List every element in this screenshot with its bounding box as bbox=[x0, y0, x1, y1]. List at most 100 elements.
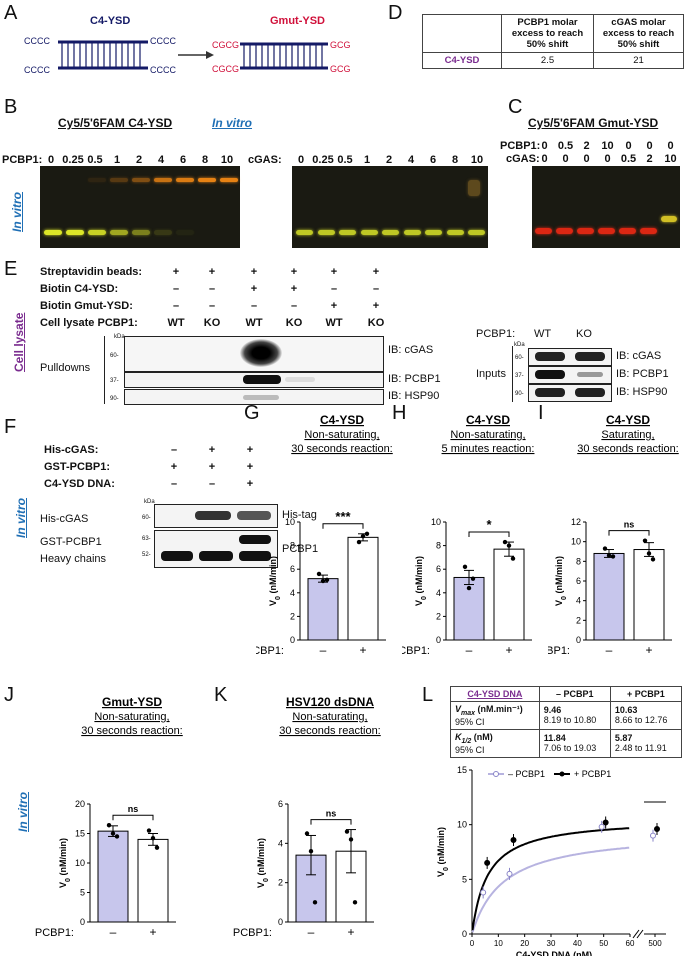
lane-label: 1 bbox=[113, 154, 121, 166]
condition-value: + bbox=[250, 283, 258, 295]
table-col-cgas: cGAS molar excess to reach 50% shift bbox=[593, 14, 684, 53]
lane-label: 6 bbox=[429, 154, 437, 166]
chart-subtitle-2: 30 seconds reaction: bbox=[81, 725, 183, 737]
data-point bbox=[650, 557, 656, 562]
panel-label-f: F bbox=[4, 416, 17, 438]
fit-curve-plus bbox=[471, 827, 630, 931]
l-k-unit: (nM) bbox=[471, 731, 493, 742]
y-tick-label: 8 bbox=[290, 541, 295, 551]
chart-subtitle-1: Non-saturating, bbox=[304, 429, 379, 441]
y-axis-label: V0 (nM/min) bbox=[554, 556, 568, 606]
condition-value: + bbox=[330, 266, 338, 278]
condition-label: GST-PCBP1: bbox=[44, 461, 111, 473]
emsa-gel-cgas bbox=[292, 166, 488, 248]
lane-label: 4 bbox=[407, 154, 415, 166]
data-point bbox=[480, 889, 487, 896]
x-axis-label: C4-YSD DNA (nM) bbox=[516, 950, 592, 956]
panel-b-pcbp1-label: PCBP1: bbox=[2, 154, 43, 166]
data-point bbox=[646, 551, 652, 556]
legend-plus: + PCBP1 bbox=[574, 769, 611, 779]
f-label-heavy-chains: Heavy chains bbox=[40, 553, 107, 565]
ib-cgas: IB: cGAS bbox=[388, 344, 434, 356]
data-point bbox=[506, 870, 513, 877]
condition-value: – bbox=[330, 283, 338, 295]
lane-label: 6 bbox=[179, 154, 187, 166]
y-axis-label: V0 (nM/min) bbox=[436, 827, 450, 877]
legend-marker-minus bbox=[493, 771, 499, 777]
lane-label: 0 bbox=[646, 140, 653, 152]
data-point bbox=[484, 859, 491, 866]
chart-subtitle-1: Non-saturating, bbox=[94, 711, 169, 723]
l-vmax-minus-ci: 8.19 to 10.80 bbox=[543, 715, 597, 726]
data-point bbox=[654, 826, 660, 833]
duplex-schematic: C4-YSD CCCC CCCC CCCC CCCC Gmut-YSD CGCG… bbox=[24, 15, 350, 75]
condition-value: – bbox=[372, 283, 380, 295]
condition-label: Biotin C4-YSD: bbox=[40, 283, 119, 295]
x-tick-label: + bbox=[347, 925, 354, 939]
gmut-end-tl: CGCG bbox=[212, 40, 239, 50]
y-tick-label: 5 bbox=[80, 888, 85, 898]
data-point bbox=[308, 849, 314, 854]
chart-subtitle-1: Non-saturating, bbox=[450, 429, 525, 441]
chart-title: C4-YSD bbox=[320, 413, 364, 427]
fit-curve-minus bbox=[471, 846, 630, 933]
significance-bracket bbox=[112, 814, 154, 821]
significance-bracket bbox=[310, 819, 352, 825]
condition-value: + bbox=[246, 478, 254, 490]
panel-b-side-label: In vitro bbox=[10, 191, 24, 232]
panel-b-cgas-label: cGAS: bbox=[248, 154, 282, 166]
inputs-kda: kDa bbox=[514, 342, 525, 348]
panel-label-b: B bbox=[4, 96, 18, 118]
shifted-band bbox=[661, 216, 677, 222]
c4-end-bl: CCCC bbox=[24, 65, 50, 75]
lane-label: 0.5 bbox=[620, 153, 637, 165]
f-kda: kDa bbox=[144, 499, 155, 505]
shifted-band bbox=[88, 178, 106, 182]
x-tick-label: 50 bbox=[599, 939, 608, 948]
c4-label: C4-YSD bbox=[90, 15, 130, 27]
f-blot-his bbox=[154, 504, 278, 528]
shifted-band bbox=[110, 178, 128, 182]
condition-label: Biotin Gmut-YSD: bbox=[40, 300, 133, 312]
l-k-sub: 1/2 bbox=[461, 737, 472, 745]
f-ib-his: His-tag bbox=[282, 509, 317, 521]
y-tick-label: 12 bbox=[571, 517, 581, 527]
lane-label: 0 bbox=[604, 153, 611, 165]
free-probe-band bbox=[577, 228, 594, 234]
chart-subtitle-2: 30 seconds reaction: bbox=[577, 443, 679, 455]
lane-label: 0.25 bbox=[62, 154, 84, 166]
y-tick-label: 2 bbox=[576, 615, 581, 625]
x-tick-label: – bbox=[320, 643, 327, 657]
lane-label: 0 bbox=[541, 140, 548, 152]
c4-duplex bbox=[58, 40, 148, 70]
condition-value: + bbox=[372, 266, 380, 278]
condition-value: + bbox=[290, 283, 298, 295]
x-tick-label: + bbox=[359, 643, 366, 657]
input-ib-pcbp1: IB: PCBP1 bbox=[616, 368, 669, 380]
condition-value: + bbox=[330, 300, 338, 312]
condition-label: His-cGAS: bbox=[44, 444, 99, 456]
condition-value: + bbox=[208, 266, 216, 278]
free-probe-band bbox=[640, 228, 657, 234]
bar bbox=[97, 830, 129, 923]
lane-label: 0 bbox=[583, 153, 590, 165]
free-probe-band bbox=[339, 230, 356, 235]
y-tick-label: 6 bbox=[278, 799, 283, 809]
significance-label: *** bbox=[335, 509, 351, 524]
data-point bbox=[602, 819, 609, 826]
y-tick-label: 2 bbox=[290, 611, 295, 621]
kinetics-table: C4-YSD DNA – PCBP1 + PCBP1 Vmax (nM.min⁻… bbox=[450, 686, 683, 758]
condition-value: – bbox=[208, 300, 216, 312]
c4-end-tl: CCCC bbox=[24, 36, 50, 46]
condition-value: – bbox=[170, 444, 178, 456]
data-point bbox=[510, 836, 517, 843]
shifted-band bbox=[198, 178, 216, 182]
lane-label: 2 bbox=[583, 140, 590, 152]
shifted-band bbox=[154, 178, 172, 182]
data-point bbox=[506, 543, 512, 548]
free-probe-band bbox=[619, 228, 636, 234]
panel-c-pcbp1-label: PCBP1: bbox=[500, 140, 541, 152]
f-blot-pcbp1 bbox=[154, 530, 278, 568]
data-point bbox=[364, 531, 370, 536]
